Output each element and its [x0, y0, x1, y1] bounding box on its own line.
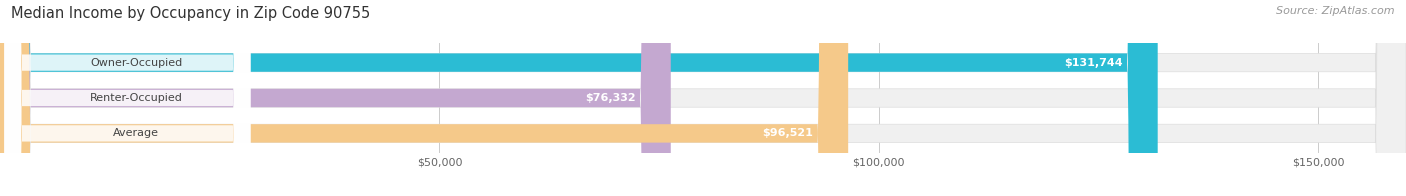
FancyBboxPatch shape	[4, 0, 250, 196]
Text: Owner-Occupied: Owner-Occupied	[90, 58, 183, 68]
Text: Renter-Occupied: Renter-Occupied	[90, 93, 183, 103]
FancyBboxPatch shape	[4, 0, 250, 196]
FancyBboxPatch shape	[0, 0, 1157, 196]
FancyBboxPatch shape	[4, 0, 250, 196]
FancyBboxPatch shape	[0, 0, 671, 196]
FancyBboxPatch shape	[0, 0, 848, 196]
Text: Source: ZipAtlas.com: Source: ZipAtlas.com	[1277, 6, 1395, 16]
Text: Average: Average	[114, 128, 159, 138]
Text: $131,744: $131,744	[1064, 58, 1122, 68]
Text: Median Income by Occupancy in Zip Code 90755: Median Income by Occupancy in Zip Code 9…	[11, 6, 371, 21]
Text: $96,521: $96,521	[762, 128, 813, 138]
Text: $76,332: $76,332	[585, 93, 636, 103]
